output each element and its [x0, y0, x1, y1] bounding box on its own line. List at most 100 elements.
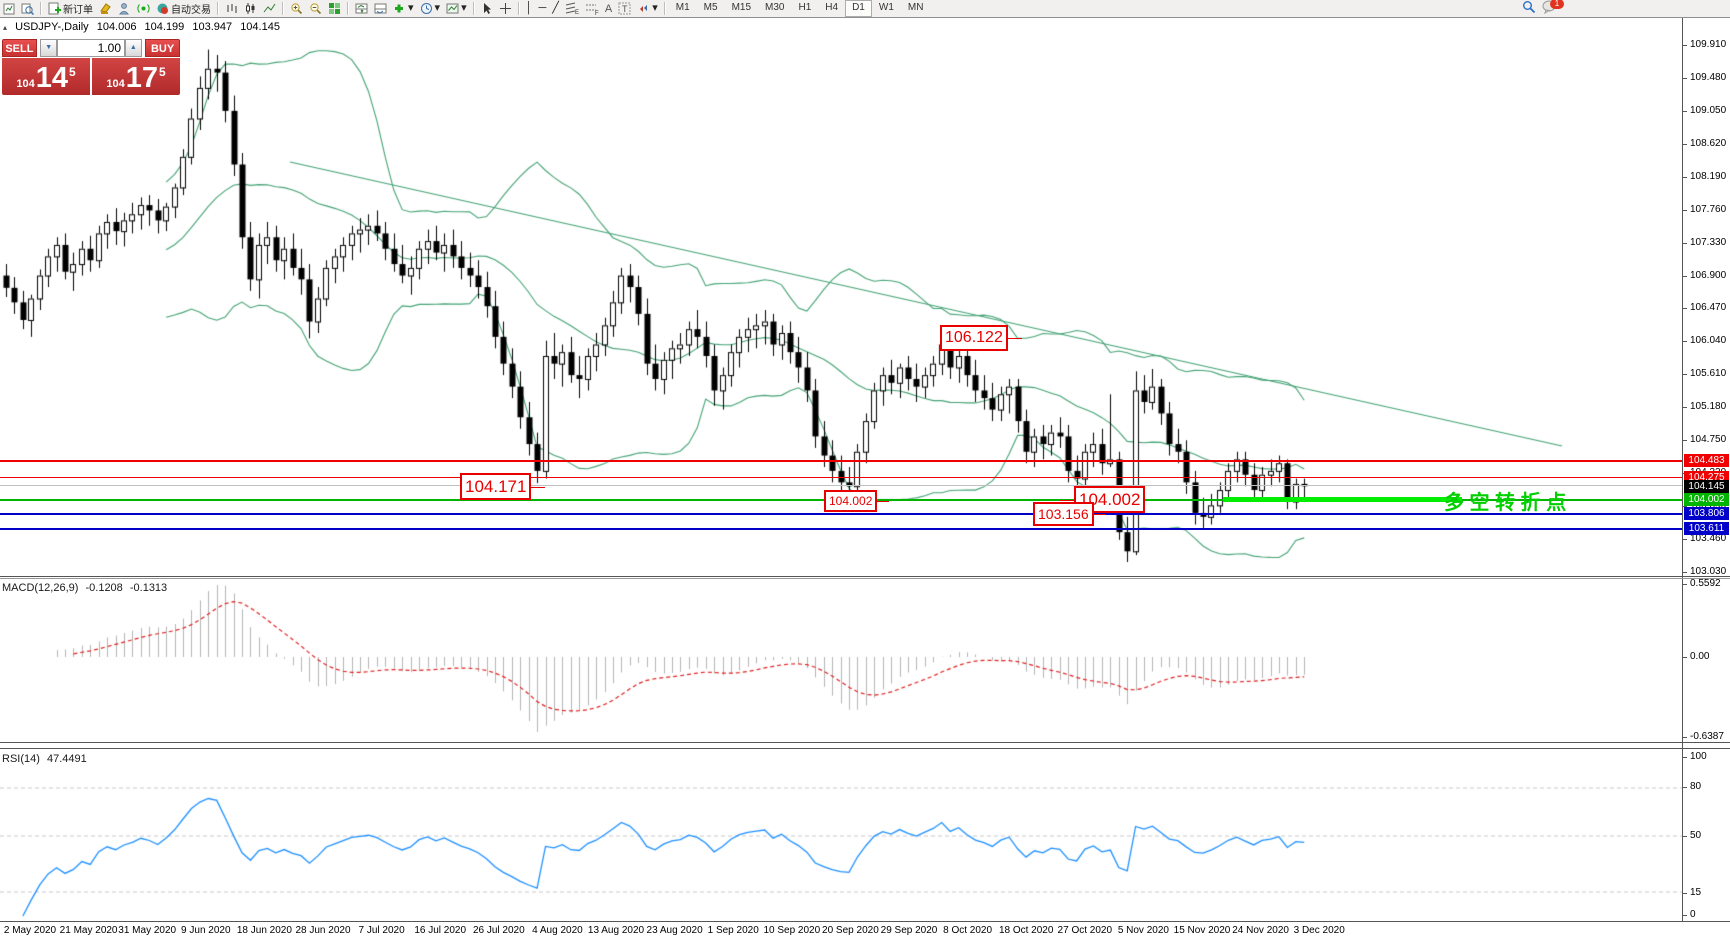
- price-axis-tick: [1682, 144, 1687, 145]
- rsi-axis-tick: [1682, 757, 1687, 758]
- data-window-icon[interactable]: [371, 1, 390, 16]
- text-label-icon[interactable]: T: [615, 1, 634, 16]
- zoom-in-icon[interactable]: [287, 1, 306, 16]
- timeframe-w1[interactable]: W1: [878, 2, 894, 13]
- svg-text:E: E: [575, 10, 579, 15]
- timeframe-m1[interactable]: M1: [675, 2, 690, 13]
- price-axis-tick: [1682, 374, 1687, 375]
- sell-price-box[interactable]: 104 14 5: [2, 58, 92, 95]
- horizontal-level-line[interactable]: [0, 460, 1682, 462]
- add-indicator-icon[interactable]: ▾: [390, 1, 417, 16]
- timeframe-h4[interactable]: H4: [825, 2, 839, 13]
- date-axis-label: 28 Jun 2020: [295, 925, 351, 936]
- price-axis-tick: [1682, 506, 1687, 507]
- horizontal-level-line[interactable]: [0, 528, 1682, 530]
- rsi-label: RSI(14) 47.4491: [2, 753, 87, 765]
- date-axis-label: 3 Dec 2020: [1293, 925, 1345, 936]
- rsi-chart-canvas[interactable]: [0, 749, 1682, 921]
- buy-button[interactable]: BUY: [145, 39, 180, 57]
- macd-axis-label: -0.6387: [1690, 731, 1724, 742]
- price-axis-label: 106.040: [1690, 335, 1727, 346]
- styler-icon[interactable]: [96, 1, 115, 16]
- pane-separator: [0, 748, 1730, 749]
- volume-increase-button[interactable]: ▲: [125, 39, 142, 57]
- fibonacci-icon[interactable]: E: [562, 1, 582, 16]
- timeframe-mn[interactable]: MN: [907, 2, 924, 13]
- price-annotation-label[interactable]: 103.156: [1033, 502, 1094, 526]
- timeframe-m15[interactable]: M15: [731, 2, 752, 13]
- sell-price-pips: 14: [35, 62, 68, 94]
- date-axis-label: 31 May 2020: [118, 925, 177, 936]
- signals-icon[interactable]: [134, 1, 153, 16]
- timeframe-m30[interactable]: M30: [765, 2, 785, 13]
- toolbar-separator: [282, 2, 284, 15]
- autotrade-icon: [157, 3, 168, 14]
- chart-profile-icon[interactable]: [18, 1, 37, 16]
- new-order-icon: [48, 2, 61, 15]
- tile-windows-icon[interactable]: [325, 1, 344, 16]
- indicator-window-icon[interactable]: [352, 1, 371, 16]
- horizontal-level-line[interactable]: [0, 513, 1682, 515]
- notifications-icon[interactable]: 1: [1542, 0, 1564, 17]
- date-axis-label: 16 Jul 2020: [414, 925, 467, 936]
- market-watch-icon[interactable]: [115, 1, 134, 16]
- price-annotation-label[interactable]: 106.122: [940, 325, 1008, 351]
- new-order-button[interactable]: 新订单: [45, 1, 96, 16]
- price-axis-label: 109.480: [1690, 72, 1727, 83]
- autotrade-button[interactable]: 自动交易: [153, 1, 214, 16]
- price-annotation-label[interactable]: 104.002: [824, 490, 878, 512]
- annotation-connector: [531, 486, 545, 488]
- horizontal-level-line[interactable]: [0, 485, 1682, 486]
- toolbar-separator: [517, 2, 520, 15]
- volume-input[interactable]: [57, 39, 125, 57]
- turning-point-line[interactable]: [1223, 497, 1462, 502]
- line-chart-icon[interactable]: [260, 1, 279, 16]
- buy-price-box[interactable]: 104 17 5: [92, 58, 180, 95]
- price-level-tag: 103.806: [1684, 507, 1729, 520]
- price-chart-canvas[interactable]: [0, 17, 1682, 576]
- volume-decrease-button[interactable]: ▼: [40, 39, 57, 57]
- turning-point-text[interactable]: 多 空 转 折 点: [1444, 492, 1567, 514]
- arrows-icon[interactable]: ▾: [634, 1, 661, 16]
- macd-chart-canvas[interactable]: [0, 579, 1682, 742]
- new-chart-icon[interactable]: [0, 1, 18, 16]
- periods-icon[interactable]: ▾: [417, 1, 444, 16]
- text-icon[interactable]: A: [604, 2, 613, 15]
- price-axis-label: 105.610: [1690, 368, 1727, 379]
- candlestick-chart-icon[interactable]: [241, 1, 260, 16]
- buy-price-figure: 104: [106, 78, 125, 90]
- price-axis-label: 104.750: [1690, 434, 1727, 445]
- macd-label: MACD(12,26,9) -0.1208 -0.1313: [2, 582, 168, 594]
- pane-separator[interactable]: [0, 742, 1730, 743]
- zoom-out-icon[interactable]: [306, 1, 325, 16]
- date-axis-label: 26 Jul 2020: [472, 925, 525, 936]
- timeframe-m5[interactable]: M5: [703, 2, 718, 13]
- date-axis-label: 13 Aug 2020: [587, 925, 645, 936]
- cursor-icon[interactable]: [478, 1, 496, 16]
- rsi-axis-label: 80: [1690, 781, 1702, 792]
- rsi-axis-tick: [1682, 787, 1687, 788]
- price-annotation-label[interactable]: 104.002: [1074, 486, 1146, 513]
- crosshair-icon[interactable]: [496, 1, 515, 16]
- bar-chart-icon[interactable]: [222, 1, 241, 16]
- price-annotation-label[interactable]: 104.171: [460, 473, 532, 500]
- channel-icon[interactable]: F: [582, 1, 602, 16]
- ohlc-high: 104.199: [144, 21, 185, 33]
- pane-separator[interactable]: [0, 576, 1730, 577]
- vertical-line-icon[interactable]: │: [525, 2, 533, 14]
- timeframe-d1[interactable]: D1: [845, 0, 872, 17]
- symbol-info-bar: ▴ USDJPY-,Daily 104.006 104.199 103.947 …: [3, 21, 285, 33]
- horizontal-level-line[interactable]: [0, 477, 1682, 478]
- axis-border: [1682, 17, 1683, 922]
- horizontal-line-icon[interactable]: ─: [538, 2, 547, 14]
- search-icon[interactable]: [1522, 0, 1536, 17]
- templates-icon[interactable]: ▾: [443, 1, 470, 16]
- timeframe-h1[interactable]: H1: [798, 2, 812, 13]
- collapse-arrow-icon[interactable]: ▴: [3, 23, 8, 32]
- trendline-icon[interactable]: ╱: [552, 2, 559, 14]
- annotation-connector: [1094, 514, 1106, 515]
- sell-button[interactable]: SELL: [2, 39, 37, 57]
- price-level-tag: 104.483: [1684, 454, 1729, 467]
- date-axis-label: 7 Jul 2020: [358, 925, 405, 936]
- autotrade-label: 自动交易: [171, 5, 211, 16]
